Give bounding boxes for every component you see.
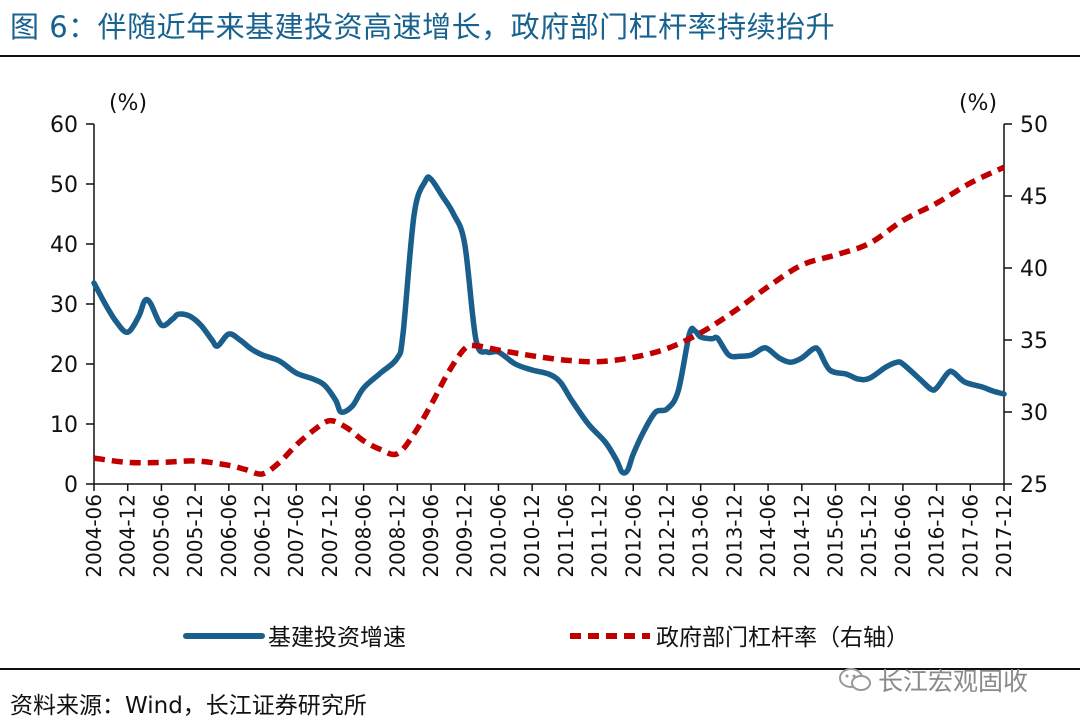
x-tick-label: 2004-12 (116, 494, 140, 578)
chart-axes: 0 10 20 30 40 50 60 25 30 35 40 45 50 2004-06 2004-12 2… (50, 113, 1048, 578)
left-tick-label: 40 (50, 233, 78, 258)
chart-legend: 基建投资增速 政府部门杠杆率（右轴） (183, 625, 909, 651)
x-tick-label: 2017-12 (992, 494, 1016, 578)
left-axis-unit: (%) (109, 91, 147, 116)
left-tick-label: 60 (50, 113, 78, 138)
x-tick-label: 2016-12 (925, 494, 949, 578)
right-axis-unit: (%) (959, 91, 997, 116)
legend-label-infra: 基建投资增速 (268, 625, 406, 651)
left-tick-label: 20 (50, 353, 78, 378)
source-note: 资料来源：Wind，长江证券研究所 (10, 693, 367, 719)
x-tick-label: 2005-06 (149, 494, 173, 578)
wechat-icon (839, 668, 871, 691)
x-tick-label: 2007-12 (318, 494, 342, 578)
left-tick-label: 50 (50, 173, 78, 198)
x-tick-label: 2014-06 (756, 494, 780, 578)
left-tick-label: 10 (50, 413, 78, 438)
line-chart: 0 10 20 30 40 50 60 25 30 35 40 45 50 2004-06 2004-12 2… (50, 91, 1048, 651)
x-tick-label: 2005-12 (183, 494, 207, 578)
x-tick-label: 2011-12 (588, 494, 612, 578)
x-tick-label: 2004-06 (82, 494, 106, 578)
x-tick-label: 2016-06 (891, 494, 915, 578)
x-tick-label: 2008-06 (352, 494, 376, 578)
x-tick-label: 2009-06 (419, 494, 443, 578)
right-tick-label: 40 (1020, 257, 1048, 282)
x-tick-label: 2013-06 (689, 494, 713, 578)
figure-title: 图 6：伴随近年来基建投资高速增长，政府部门杠杆率持续抬升 (10, 10, 836, 44)
left-tick-label: 0 (64, 473, 78, 498)
x-tick-label: 2010-06 (486, 494, 510, 578)
watermark-text: 长江宏观固收 (878, 667, 1029, 696)
x-tick-label: 2010-12 (520, 494, 544, 578)
right-tick-label: 25 (1020, 473, 1048, 498)
x-tick-label: 2008-12 (385, 494, 409, 578)
series-layer (91, 164, 1007, 477)
legend-label-leverage: 政府部门杠杆率（右轴） (656, 625, 909, 651)
right-tick-label: 35 (1020, 329, 1048, 354)
x-tick-label: 2014-12 (790, 494, 814, 578)
watermark: 长江宏观固收 (838, 662, 1028, 698)
x-tick-label: 2006-06 (217, 494, 241, 578)
right-tick-label: 50 (1020, 113, 1048, 138)
series-line-leverage (93, 164, 1006, 477)
right-tick-label: 45 (1020, 185, 1048, 210)
title-divider (0, 55, 1080, 57)
x-tick-label: 2011-06 (554, 494, 578, 578)
x-tick-label: 2015-12 (857, 494, 881, 578)
footer-divider (0, 668, 1080, 670)
x-tick-label: 2006-12 (251, 494, 275, 578)
x-tick-label: 2013-12 (722, 494, 746, 578)
right-tick-label: 30 (1020, 401, 1048, 426)
x-tick-label: 2009-12 (453, 494, 477, 578)
x-tick-label: 2012-12 (655, 494, 679, 578)
x-tick-label: 2012-06 (621, 494, 645, 578)
x-tick-label: 2007-06 (284, 494, 308, 578)
x-tick-label: 2015-06 (823, 494, 847, 578)
x-tick-label: 2017-06 (958, 494, 982, 578)
left-tick-label: 30 (50, 293, 78, 318)
series-line-infra (91, 174, 1007, 476)
